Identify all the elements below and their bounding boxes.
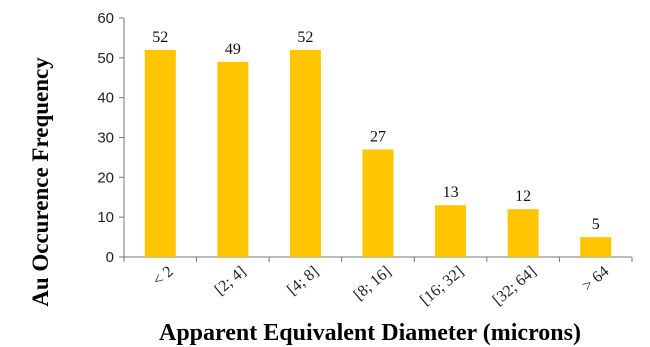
y-tick-label: 40: [97, 90, 114, 107]
data-label: 52: [297, 29, 313, 46]
x-tick-label: [8; 16]: [351, 263, 395, 304]
bar: [217, 61, 249, 257]
bar: [507, 209, 539, 257]
x-tick-label: [16; 32]: [417, 263, 467, 309]
y-tick-label: 20: [97, 169, 114, 186]
x-tick-label: [32; 64]: [490, 263, 540, 309]
bar: [362, 149, 394, 257]
x-tick-label: < 2: [150, 263, 177, 290]
data-label: 5: [592, 216, 600, 233]
bar: [435, 205, 467, 257]
x-tick-label: [4; 8]: [284, 263, 322, 299]
data-label: 12: [515, 188, 531, 205]
bar: [144, 49, 176, 257]
data-label: 49: [225, 41, 241, 58]
y-tick-label: 10: [97, 209, 114, 226]
data-label: 13: [443, 184, 459, 201]
y-tick-label: 0: [106, 249, 114, 266]
y-tick-label: 50: [97, 50, 114, 67]
x-axis-title: Apparent Equivalent Diameter (microns): [159, 320, 581, 346]
bar: [289, 49, 321, 257]
y-tick-label: 30: [97, 130, 114, 147]
x-tick-label: > 64: [579, 263, 612, 295]
data-label: 52: [152, 29, 168, 46]
y-axis-title: Au Occurence Frequency: [28, 57, 53, 307]
bar: [580, 237, 612, 257]
x-tick-label: [2; 4]: [212, 263, 250, 299]
y-tick-label: 60: [97, 10, 114, 27]
data-label: 27: [370, 128, 386, 145]
plot-area: 0 10 20 30 40 50 60 52 < 2 49 [2; 4] 52 [4; 8] 27 [8; …: [97, 10, 633, 309]
